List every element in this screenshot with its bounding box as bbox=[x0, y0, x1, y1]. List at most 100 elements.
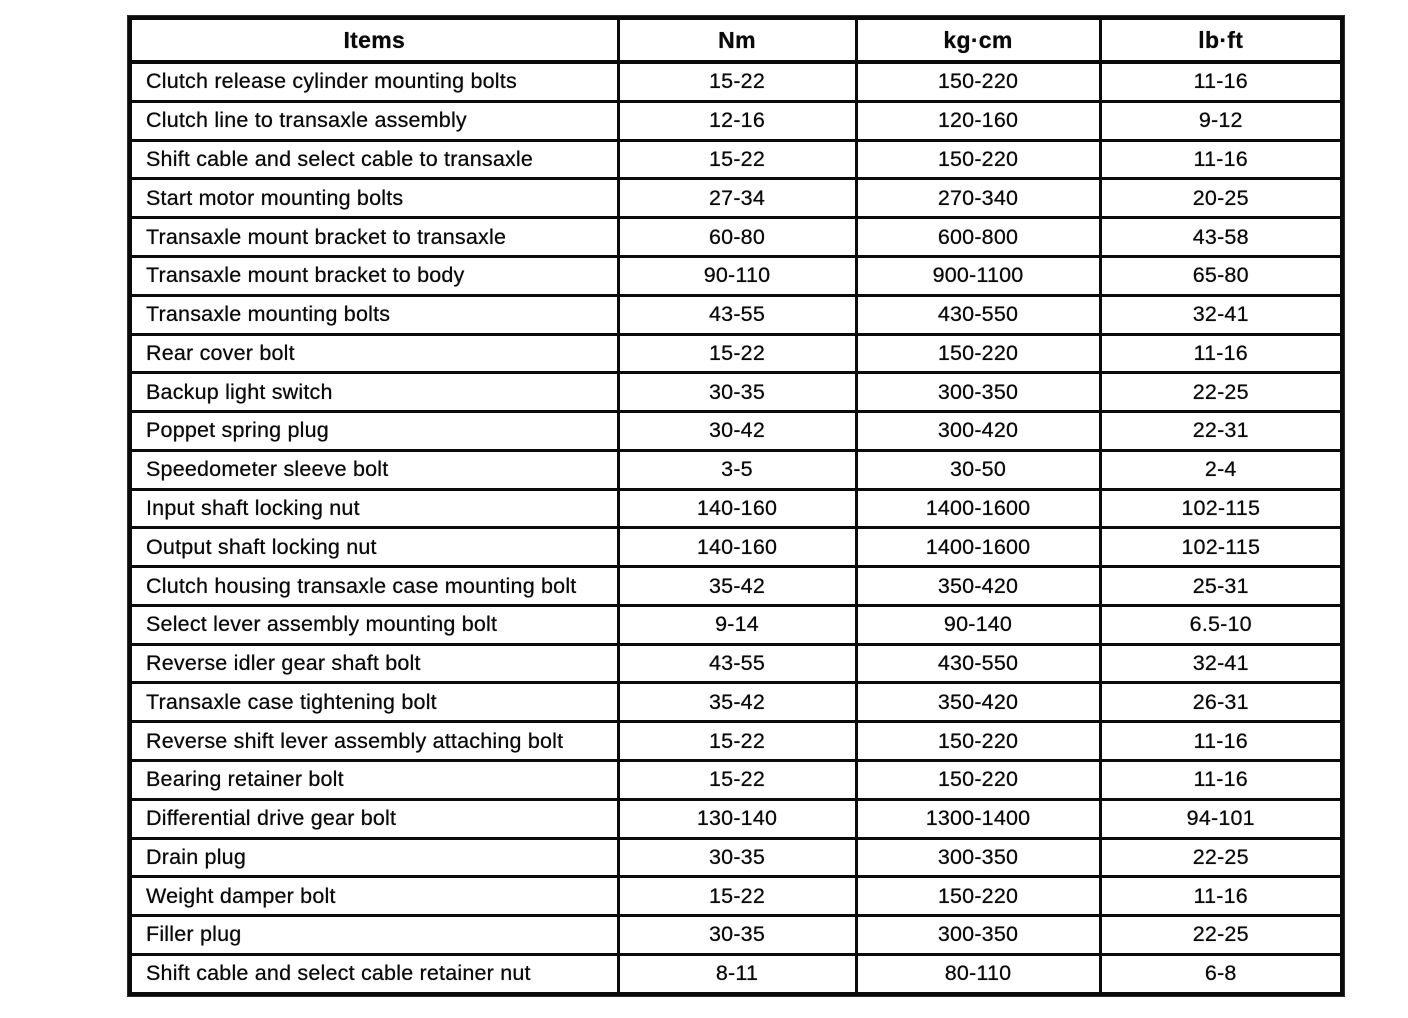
item-cell: Bearing retainer bolt bbox=[128, 758, 620, 801]
item-cell: Transaxle mounting bolts bbox=[128, 293, 620, 336]
kgcm-cell: 430-550 bbox=[854, 293, 1102, 336]
lbft-cell: 22-31 bbox=[1098, 410, 1344, 452]
kgcm-cell: 600-800 bbox=[854, 216, 1102, 259]
nm-cell: 9-14 bbox=[616, 603, 858, 646]
item-cell: Poppet spring plug bbox=[128, 410, 620, 452]
table-row: Input shaft locking nut 140-160 1400-1600 1… bbox=[128, 487, 1344, 530]
item-cell: Transaxle mount bracket to transaxle bbox=[128, 216, 620, 259]
item-cell: Clutch housing transaxle case mounting b… bbox=[128, 565, 620, 607]
table-row: Drain plug 30-35 300-350 22-25 bbox=[128, 836, 1344, 879]
table-row: Speedometer sleeve bolt 3-5 30-50 2-4 bbox=[128, 448, 1344, 491]
lbft-cell: 20-25 bbox=[1098, 177, 1344, 220]
lbft-cell: 65-80 bbox=[1098, 255, 1344, 297]
table-row: Transaxle mount bracket to body 90-110 900… bbox=[128, 255, 1344, 297]
lbft-cell: 6-8 bbox=[1098, 952, 1344, 996]
lbft-cell: 11-16 bbox=[1098, 332, 1344, 375]
table-row: Clutch housing transaxle case mounting b… bbox=[128, 565, 1344, 607]
lbft-cell: 11-16 bbox=[1098, 720, 1344, 762]
item-cell: Clutch line to transaxle assembly bbox=[128, 99, 620, 142]
table-row: Weight damper bolt 15-22 150-220 11-16 bbox=[128, 875, 1344, 918]
nm-cell: 30-35 bbox=[616, 836, 858, 879]
nm-cell: 15-22 bbox=[616, 720, 858, 762]
lbft-cell: 26-31 bbox=[1098, 681, 1344, 724]
kgcm-cell: 80-110 bbox=[854, 952, 1102, 996]
item-cell: Select lever assembly mounting bolt bbox=[128, 603, 620, 646]
lbft-cell: 11-16 bbox=[1098, 138, 1344, 181]
table-row: Shift cable and select cable retainer nu… bbox=[128, 952, 1344, 996]
table-row: Transaxle case tightening bolt 35-42 350-4… bbox=[128, 681, 1344, 724]
column-header-kgcm: kg·cm bbox=[854, 16, 1102, 64]
table-row: Bearing retainer bolt 15-22 150-220 11-16 bbox=[128, 758, 1344, 801]
kgcm-cell: 150-220 bbox=[854, 138, 1102, 181]
kgcm-cell: 1400-1600 bbox=[854, 526, 1102, 569]
nm-cell: 43-55 bbox=[616, 642, 858, 685]
table-row: Filler plug 30-35 300-350 22-25 bbox=[128, 914, 1344, 956]
item-cell: Shift cable and select cable retainer nu… bbox=[128, 952, 620, 996]
item-cell: Transaxle mount bracket to body bbox=[128, 255, 620, 297]
kgcm-cell: 150-220 bbox=[854, 875, 1102, 918]
nm-cell: 15-22 bbox=[616, 875, 858, 918]
lbft-cell: 43-58 bbox=[1098, 216, 1344, 259]
kgcm-cell: 150-220 bbox=[854, 60, 1102, 103]
item-cell: Backup light switch bbox=[128, 371, 620, 414]
kgcm-cell: 1300-1400 bbox=[854, 797, 1102, 840]
item-cell: Transaxle case tightening bolt bbox=[128, 681, 620, 724]
lbft-cell: 102-115 bbox=[1098, 487, 1344, 530]
lbft-cell: 32-41 bbox=[1098, 642, 1344, 685]
item-cell: Shift cable and select cable to transaxl… bbox=[128, 138, 620, 181]
lbft-cell: 11-16 bbox=[1098, 60, 1344, 103]
item-cell: Drain plug bbox=[128, 836, 620, 879]
kgcm-cell: 150-220 bbox=[854, 332, 1102, 375]
header-row: Items Nm kg·cm lb·ft bbox=[128, 16, 1344, 64]
item-cell: Differential drive gear bolt bbox=[128, 797, 620, 840]
item-cell: Reverse shift lever assembly attaching b… bbox=[128, 720, 620, 762]
kgcm-cell: 900-1100 bbox=[854, 255, 1102, 297]
lbft-cell: 22-25 bbox=[1098, 371, 1344, 414]
item-cell: Weight damper bolt bbox=[128, 875, 620, 918]
table-row: Backup light switch 30-35 300-350 22-25 bbox=[128, 371, 1344, 414]
column-header-nm: Nm bbox=[616, 16, 858, 64]
column-header-items: Items bbox=[128, 16, 620, 64]
lbft-cell: 9-12 bbox=[1098, 99, 1344, 142]
kgcm-cell: 1400-1600 bbox=[854, 487, 1102, 530]
kgcm-cell: 430-550 bbox=[854, 642, 1102, 685]
kgcm-cell: 350-420 bbox=[854, 565, 1102, 607]
column-header-lbft: lb·ft bbox=[1098, 16, 1344, 64]
nm-cell: 15-22 bbox=[616, 60, 858, 103]
item-cell: Start motor mounting bolts bbox=[128, 177, 620, 220]
nm-cell: 12-16 bbox=[616, 99, 858, 142]
nm-cell: 35-42 bbox=[616, 565, 858, 607]
kgcm-cell: 90-140 bbox=[854, 603, 1102, 646]
nm-cell: 15-22 bbox=[616, 758, 858, 801]
table-row: Output shaft locking nut 140-160 1400-1600… bbox=[128, 526, 1344, 569]
item-cell: Input shaft locking nut bbox=[128, 487, 620, 530]
nm-cell: 90-110 bbox=[616, 255, 858, 297]
torque-spec-table: Items Nm kg·cm lb·ft Clutch release cyli… bbox=[128, 16, 1344, 996]
lbft-cell: 22-25 bbox=[1098, 914, 1344, 956]
nm-cell: 3-5 bbox=[616, 448, 858, 491]
nm-cell: 30-42 bbox=[616, 410, 858, 452]
table-row: Rear cover bolt 15-22 150-220 11-16 bbox=[128, 332, 1344, 375]
lbft-cell: 6.5-10 bbox=[1098, 603, 1344, 646]
kgcm-cell: 300-420 bbox=[854, 410, 1102, 452]
nm-cell: 8-11 bbox=[616, 952, 858, 996]
item-cell: Clutch release cylinder mounting bolts bbox=[128, 60, 620, 103]
table-row: Differential drive gear bolt 130-140 1300-… bbox=[128, 797, 1344, 840]
nm-cell: 140-160 bbox=[616, 487, 858, 530]
table-row: Transaxle mounting bolts 43-55 430-550 32-4… bbox=[128, 293, 1344, 336]
kgcm-cell: 150-220 bbox=[854, 720, 1102, 762]
nm-cell: 27-34 bbox=[616, 177, 858, 220]
nm-cell: 60-80 bbox=[616, 216, 858, 259]
table-row: Poppet spring plug 30-42 300-420 22-31 bbox=[128, 410, 1344, 452]
nm-cell: 140-160 bbox=[616, 526, 858, 569]
lbft-cell: 2-4 bbox=[1098, 448, 1344, 491]
item-cell: Filler plug bbox=[128, 914, 620, 956]
kgcm-cell: 150-220 bbox=[854, 758, 1102, 801]
lbft-cell: 22-25 bbox=[1098, 836, 1344, 879]
nm-cell: 15-22 bbox=[616, 138, 858, 181]
lbft-cell: 102-115 bbox=[1098, 526, 1344, 569]
table-row: Transaxle mount bracket to transaxle 60-8… bbox=[128, 216, 1344, 259]
nm-cell: 43-55 bbox=[616, 293, 858, 336]
nm-cell: 15-22 bbox=[616, 332, 858, 375]
